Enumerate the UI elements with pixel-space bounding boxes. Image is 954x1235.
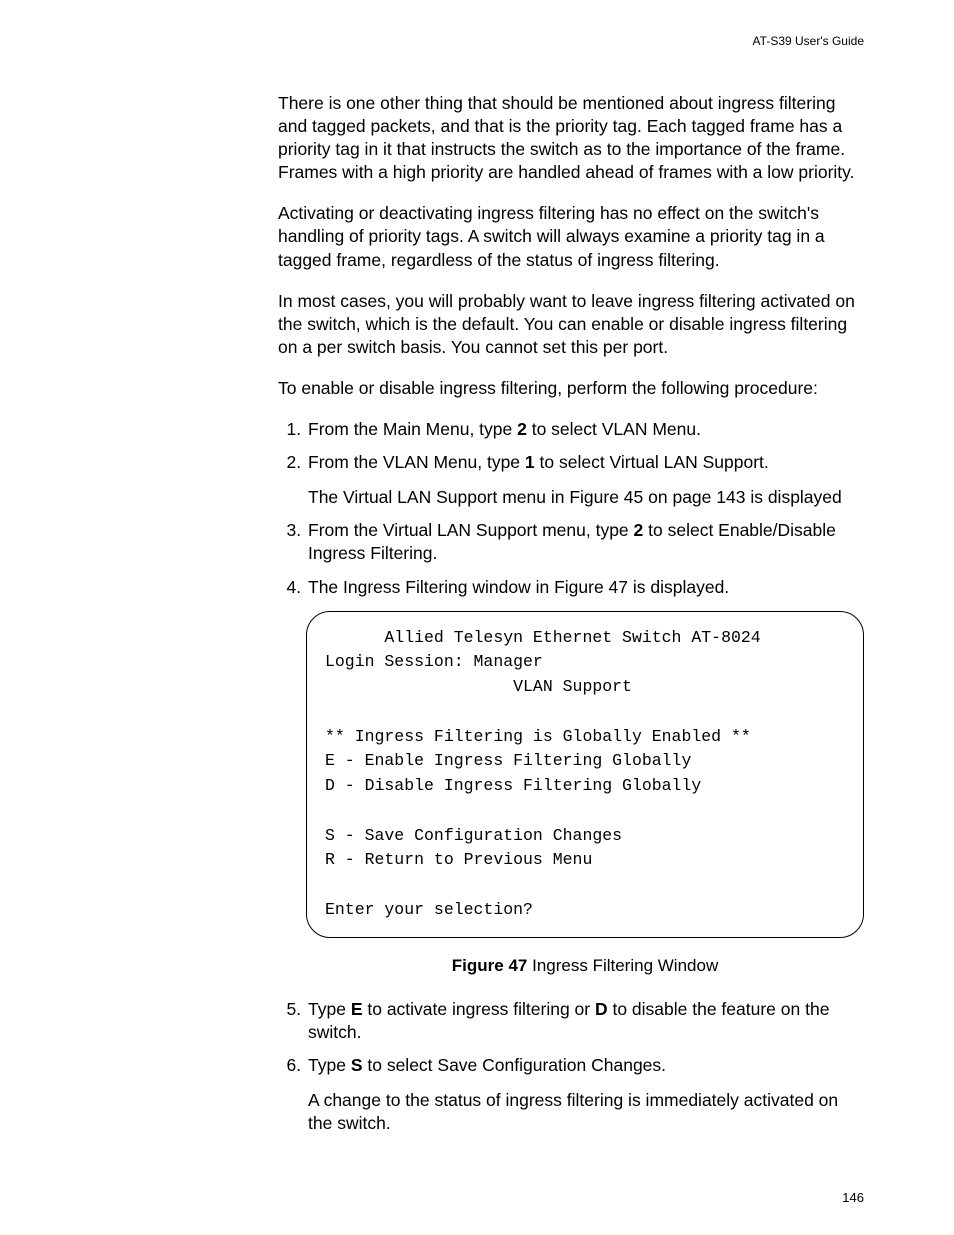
step-6-sub: A change to the status of ingress filter… [308, 1089, 864, 1135]
step-2-text-a: From the VLAN Menu, type [308, 452, 525, 472]
page: AT-S39 User's Guide There is one other t… [0, 0, 954, 1235]
step-3-text-a: From the Virtual LAN Support menu, type [308, 520, 634, 540]
term-line-9: S - Save Configuration Changes [325, 826, 622, 845]
term-line-2: Login Session: Manager [325, 652, 543, 671]
term-line-10: R - Return to Previous Menu [325, 850, 592, 869]
procedure-list-bottom: Type E to activate ingress filtering or … [278, 998, 864, 1135]
step-5-text-a: Type [308, 999, 351, 1019]
step-3-key: 2 [634, 520, 644, 540]
term-line-7: D - Disable Ingress Filtering Globally [325, 776, 701, 795]
paragraph-1: There is one other thing that should be … [278, 92, 864, 184]
procedure-list-top: From the Main Menu, type 2 to select VLA… [278, 418, 864, 599]
step-2-sub: The Virtual LAN Support menu in Figure 4… [308, 486, 864, 509]
figure-label: Figure 47 [452, 956, 528, 975]
step-2-key: 1 [525, 452, 535, 472]
step-5-text-c: to activate ingress filtering or [363, 999, 595, 1019]
page-number: 146 [842, 1190, 864, 1205]
step-1-text-a: From the Main Menu, type [308, 419, 517, 439]
step-1-text-c: to select VLAN Menu. [527, 419, 701, 439]
term-line-12: Enter your selection? [325, 900, 533, 919]
step-6: Type S to select Save Configuration Chan… [306, 1054, 864, 1135]
step-3: From the Virtual LAN Support menu, type … [306, 519, 864, 565]
step-1: From the Main Menu, type 2 to select VLA… [306, 418, 864, 441]
term-line-3: VLAN Support [325, 677, 632, 696]
step-6-text-a: Type [308, 1055, 351, 1075]
step-5-key-e: E [351, 999, 363, 1019]
step-6-key: S [351, 1055, 363, 1075]
paragraph-4: To enable or disable ingress filtering, … [278, 377, 864, 400]
terminal-window: Allied Telesyn Ethernet Switch AT-8024 L… [306, 611, 864, 938]
term-line-5: ** Ingress Filtering is Globally Enabled… [325, 727, 751, 746]
step-2-text-c: to select Virtual LAN Support. [535, 452, 769, 472]
step-5-key-d: D [595, 999, 608, 1019]
step-1-key: 2 [517, 419, 527, 439]
term-line-6: E - Enable Ingress Filtering Globally [325, 751, 691, 770]
running-header: AT-S39 User's Guide [278, 34, 864, 48]
step-5: Type E to activate ingress filtering or … [306, 998, 864, 1044]
paragraph-3: In most cases, you will probably want to… [278, 290, 864, 359]
figure-caption-text: Ingress Filtering Window [527, 956, 718, 975]
figure-caption: Figure 47 Ingress Filtering Window [306, 956, 864, 976]
step-4: The Ingress Filtering window in Figure 4… [306, 576, 864, 599]
term-line-1: Allied Telesyn Ethernet Switch AT-8024 [325, 628, 761, 647]
step-2: From the VLAN Menu, type 1 to select Vir… [306, 451, 864, 509]
step-6-text-c: to select Save Configuration Changes. [363, 1055, 667, 1075]
paragraph-2: Activating or deactivating ingress filte… [278, 202, 864, 271]
step-4-text: The Ingress Filtering window in Figure 4… [308, 577, 729, 597]
